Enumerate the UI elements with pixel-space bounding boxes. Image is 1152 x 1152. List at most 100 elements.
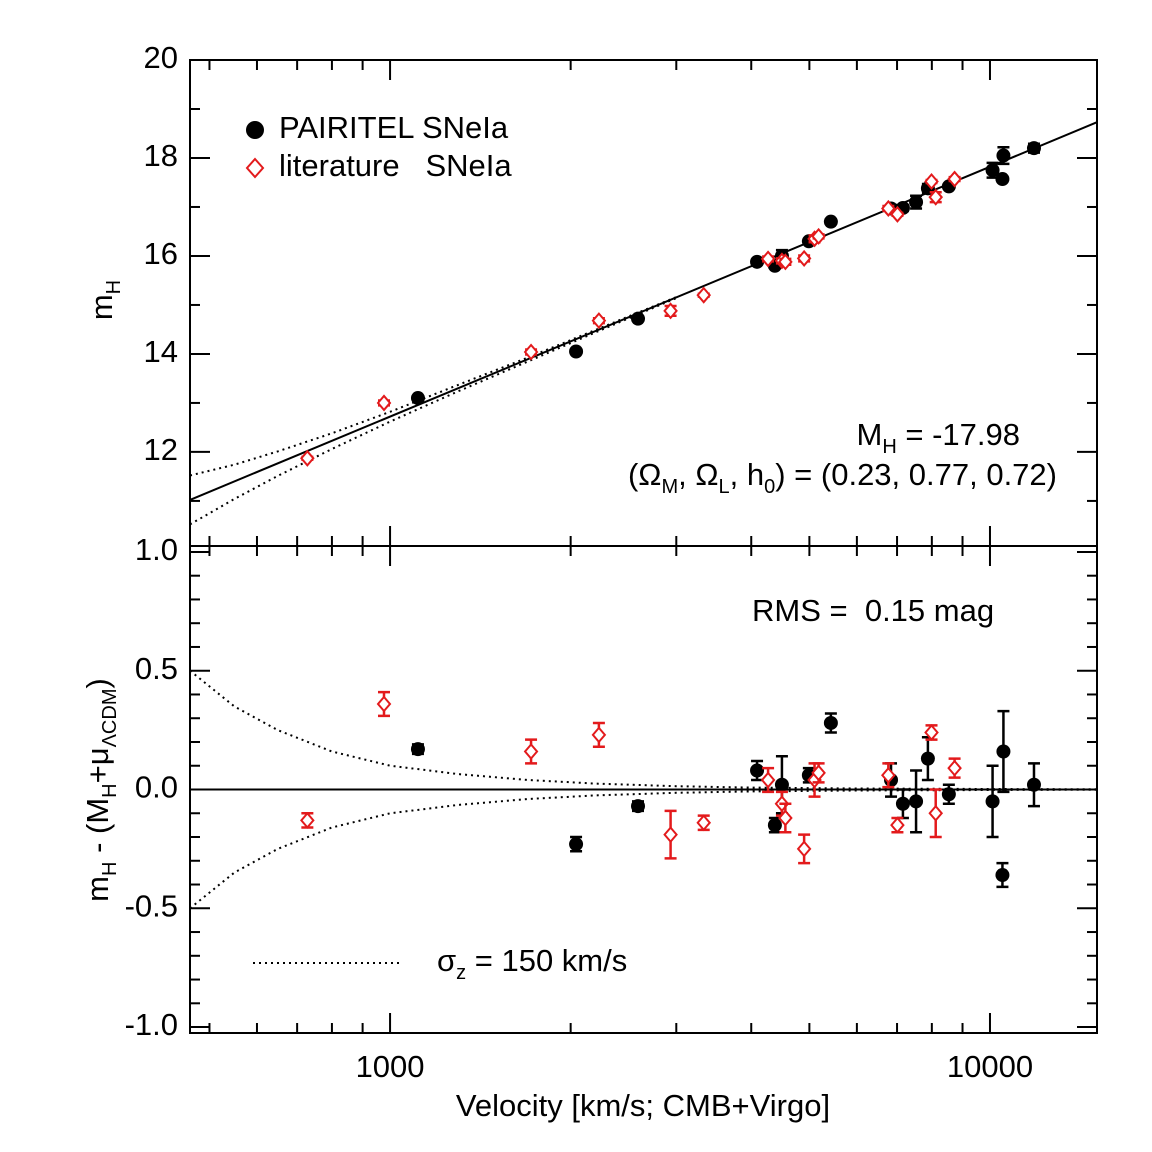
data-point (996, 148, 1011, 163)
annotation-sub: z (456, 962, 466, 984)
data-point (778, 809, 793, 827)
data-point (881, 199, 896, 217)
annotation: RMS = 0.15 mag (752, 593, 994, 628)
label-part: m (80, 876, 115, 902)
data-point (811, 227, 826, 245)
data-point (823, 214, 838, 229)
data-point (300, 449, 315, 467)
data-point (663, 302, 678, 320)
y-tick-label: 18 (144, 138, 178, 173)
data-point (376, 695, 392, 713)
annotation: σz = 150 km/s (437, 943, 627, 984)
annotation-part: ) = (0.23, 0.77, 0.72) (775, 457, 1057, 492)
data-point (909, 195, 924, 210)
data-point (778, 253, 793, 271)
dispersion-curve (189, 296, 677, 477)
data-point (1026, 777, 1041, 792)
data-point (663, 826, 678, 844)
data-point (890, 816, 905, 834)
data-point (1026, 141, 1041, 156)
annotation-part: , h (730, 457, 764, 492)
legend-marker (246, 121, 264, 139)
y-tick-label: 16 (144, 236, 178, 271)
annotation-part: = -17.98 (897, 417, 1020, 452)
data-point (823, 715, 838, 730)
annotation: MH = -17.98 (856, 417, 1020, 458)
data-point (995, 868, 1010, 883)
data-point (796, 840, 812, 858)
annotation-sub: H (882, 436, 896, 458)
label-part: m (84, 294, 119, 320)
annotation-part: σ (437, 943, 456, 978)
data-point (996, 744, 1011, 759)
data-point (995, 172, 1010, 187)
annotation-sub: L (719, 476, 730, 498)
data-point (947, 759, 962, 777)
plot-frame (189, 545, 1098, 1034)
data-point (909, 794, 924, 809)
y-tick-label: -0.5 (125, 888, 178, 923)
data-point (750, 254, 765, 269)
data-point (631, 799, 646, 814)
data-point (591, 726, 607, 744)
label-sub: H (99, 783, 121, 797)
data-point (920, 751, 935, 766)
label-sub: H (103, 280, 125, 294)
y-tick-label: 14 (144, 334, 178, 369)
data-point (881, 766, 896, 784)
y-tick-label: 12 (144, 432, 178, 467)
data-point (760, 771, 776, 789)
data-point (569, 837, 584, 852)
label-sub: H (99, 862, 121, 876)
y-axis-label: mH - (MH+μΛCDM) (80, 678, 121, 902)
data-point (767, 818, 782, 833)
annotation-part: , Ω (678, 457, 718, 492)
data-point (796, 249, 812, 267)
data-point (774, 777, 789, 792)
data-point (811, 764, 826, 782)
data-point (985, 794, 1000, 809)
data-point (696, 814, 712, 832)
legend-label: PAIRITEL SNeIa (279, 110, 509, 145)
data-point (523, 742, 539, 761)
y-tick-label: 0.0 (135, 770, 178, 805)
data-point (890, 205, 905, 223)
y-tick-label: 1.0 (135, 532, 178, 567)
label-sub: ΛCDM (99, 689, 121, 748)
data-point (569, 344, 584, 359)
data-point (523, 343, 539, 361)
data-point (895, 796, 910, 811)
annotation-sub: M (661, 476, 678, 498)
label-part: - (M (80, 798, 115, 862)
data-point (376, 394, 392, 412)
annotation-part: M (856, 417, 882, 452)
label-part: ) (80, 678, 115, 688)
data-point (928, 188, 944, 206)
label-part: +μ (80, 747, 115, 783)
data-point (591, 312, 607, 330)
data-point (410, 391, 425, 406)
y-tick-label: 0.5 (135, 651, 178, 686)
x-axis-label: Velocity [km/s; CMB+Virgo] (456, 1088, 830, 1123)
data-point (928, 804, 944, 822)
annotation-part: (Ω (628, 457, 662, 492)
data-point (924, 723, 939, 742)
y-tick-label: -1.0 (125, 1007, 178, 1042)
data-point (750, 763, 765, 778)
x-tick-label: 10000 (947, 1049, 1033, 1084)
annotation: (ΩM, ΩL, h0) = (0.23, 0.77, 0.72) (628, 457, 1057, 498)
legend-label: literature SNeIa (279, 148, 512, 183)
data-point (941, 787, 956, 802)
data-point (696, 286, 712, 304)
data-point (760, 250, 776, 268)
legend-marker (245, 157, 265, 179)
annotation-part: = 150 km/s (466, 943, 627, 978)
data-point (947, 170, 962, 188)
data-point (924, 172, 939, 191)
data-point (985, 163, 1000, 178)
x-tick-label: 1000 (356, 1049, 425, 1084)
y-axis-label: mH (84, 280, 125, 320)
annotation-sub: 0 (764, 476, 775, 498)
